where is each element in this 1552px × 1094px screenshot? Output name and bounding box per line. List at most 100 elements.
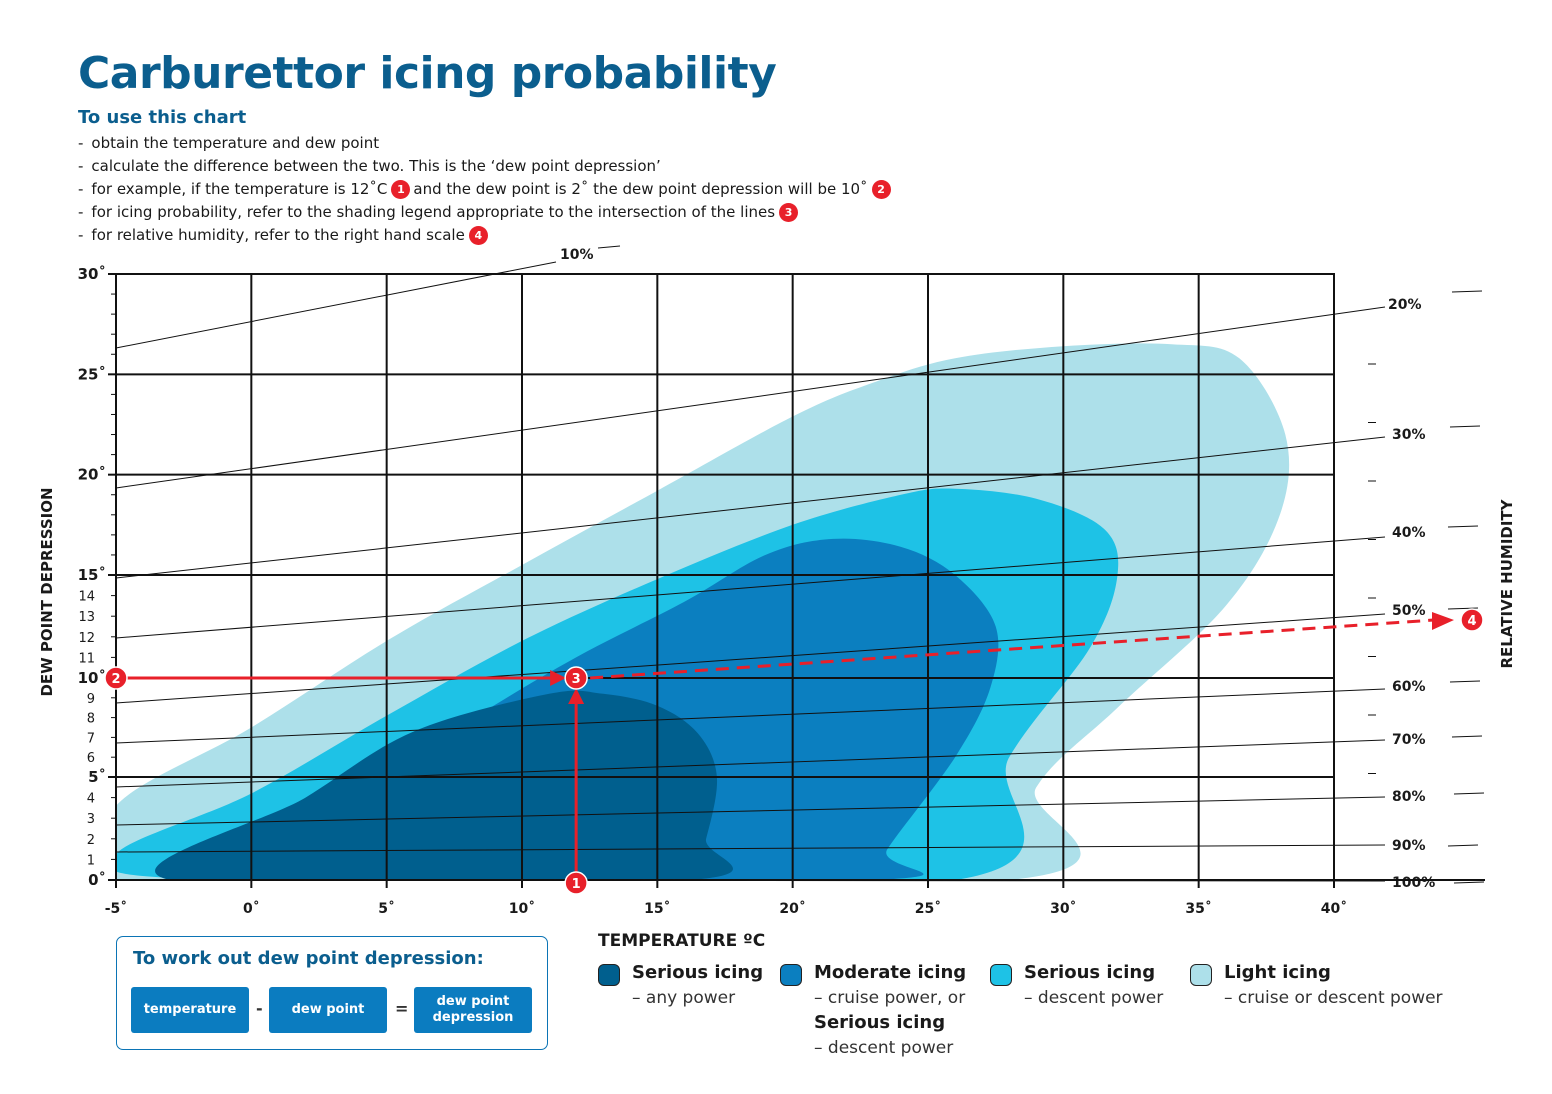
y-minor-tick-label: 1 xyxy=(87,853,95,868)
x-tick-label: 0˚ xyxy=(243,900,260,917)
legend-sub: – any power xyxy=(632,988,736,1008)
humidity-line-tail xyxy=(1451,290,1483,293)
y-axis-title: DEW POINT DEPRESSION xyxy=(38,487,56,696)
humidity-label: 30% xyxy=(1392,427,1426,443)
y-minor-tick-label: 8 xyxy=(87,712,95,727)
legend-title: Moderate icing xyxy=(814,962,967,983)
example-marker xyxy=(1460,608,1484,632)
legend-sub: – descent power xyxy=(1024,988,1164,1008)
humidity-line-tail xyxy=(1451,735,1483,738)
instructions-heading: To use this chart xyxy=(78,107,247,128)
y-minor-tick-label: 9 xyxy=(87,692,95,707)
instruction-text: for example, if the temperature is 12˚C xyxy=(91,180,388,198)
equals-operator: = xyxy=(395,999,409,1018)
marker-badge: 4 xyxy=(468,226,488,245)
humidity-arrowhead xyxy=(1432,612,1454,630)
page-title: Carburettor icing probability xyxy=(78,48,777,99)
example-marker xyxy=(104,666,128,690)
legend-sub: – cruise or descent power xyxy=(1224,988,1443,1008)
humidity-label: 40% xyxy=(1392,525,1426,541)
humidity-line-tail xyxy=(1447,607,1479,610)
instruction-item: - for relative humidity, refer to the rig… xyxy=(78,224,894,247)
x-axis-title: TEMPERATURE ºC xyxy=(598,931,765,951)
humidity-lines: 10% 20% 30% 40% 50% 60% 70% 80% 90% 100% xyxy=(115,245,1485,891)
instructions-list: - obtain the temperature and dew point -c… xyxy=(78,132,894,247)
chart-axes: -5˚ 0˚ 5˚ 10˚ 15˚ 20˚ 25˚ 30˚ 35˚ 40˚ 0˚ 5˚ 10˚ 15˚ 20… xyxy=(78,265,1485,917)
humidity-line-tail xyxy=(1453,881,1485,884)
humidity-line xyxy=(115,436,1386,579)
instruction-text: calculate the difference between the two… xyxy=(91,157,661,175)
y-minor-tick-label: 4 xyxy=(87,792,95,807)
depression-arrowhead xyxy=(550,670,567,686)
legend-swatch xyxy=(990,964,1012,986)
instruction-text: for icing probability, refer to the shad… xyxy=(91,203,776,221)
dpd-box-title: To work out dew point depression: xyxy=(133,948,484,969)
y-tick-label: 25˚ xyxy=(78,365,106,383)
legend-sub: – descent power xyxy=(814,1038,954,1058)
humidity-line xyxy=(115,688,1386,744)
icing-regions xyxy=(116,343,1290,880)
minus-operator: - xyxy=(256,999,263,1018)
x-tick-label: 35˚ xyxy=(1185,900,1211,917)
legend-sub: – cruise power, or xyxy=(814,988,966,1008)
y-tick-label: 20˚ xyxy=(78,466,106,484)
y-tick-label: 5˚ xyxy=(88,768,106,786)
instruction-item: - calculate the difference between the tw… xyxy=(78,155,894,178)
x-tick-label: 40˚ xyxy=(1321,900,1347,917)
humidity-line-tail xyxy=(1447,844,1479,847)
humidity-line xyxy=(115,613,1386,704)
humidity-line-tail xyxy=(1449,425,1481,428)
example-marker-number: 1 xyxy=(572,877,581,892)
humidity-line xyxy=(115,844,1386,853)
y-minor-tick-label: 7 xyxy=(87,731,95,746)
humidity-label: 70% xyxy=(1392,732,1426,748)
humidity-label: 50% xyxy=(1392,603,1426,619)
marker-badge: 2 xyxy=(871,180,891,199)
humidity-label: 60% xyxy=(1392,679,1426,695)
example-marker-number: 2 xyxy=(111,672,120,687)
marker-badge: 1 xyxy=(391,180,411,199)
example-marker xyxy=(564,666,588,690)
y-tick-label: 30˚ xyxy=(78,265,106,283)
y-tick-label: 15˚ xyxy=(78,566,106,584)
dew-point-depression-box: To work out dew point depression: temper… xyxy=(116,936,548,1050)
y-minor-tick-label: 14 xyxy=(78,590,95,605)
marker-badge: 3 xyxy=(779,203,799,222)
example-marker-number: 3 xyxy=(572,672,581,687)
instruction-text: obtain the temperature and dew point xyxy=(91,134,380,152)
humidity-line-tail xyxy=(597,245,621,249)
legend-swatch xyxy=(1190,964,1212,986)
region-serious-any-power xyxy=(155,690,733,880)
humidity-line xyxy=(115,879,1386,882)
humidity-label: 20% xyxy=(1388,297,1422,313)
humidity-line xyxy=(115,306,1386,489)
temperature-arrowhead xyxy=(568,688,585,704)
instruction-item: - for icing probability, refer to the sha… xyxy=(78,201,894,224)
y2-axis-title: RELATIVE HUMIDITY xyxy=(1498,498,1516,668)
instruction-item: - for example, if the temperature is 12˚C… xyxy=(78,178,894,201)
x-tick-label: 15˚ xyxy=(644,900,670,917)
y-tick-label: 10˚ xyxy=(78,669,106,687)
legend-swatch xyxy=(598,964,620,986)
instruction-text: and the dew point is 2˚ the dew point de… xyxy=(413,180,868,198)
y-tick-label: 0˚ xyxy=(88,871,106,889)
example-marker xyxy=(564,871,588,895)
y-minor-tick-label: 2 xyxy=(87,833,95,848)
legend-title: Serious icing xyxy=(632,962,764,983)
legend-title: Light icing xyxy=(1224,962,1331,983)
humidity-line xyxy=(115,536,1386,639)
dpd-result-chip: dew point depression xyxy=(414,987,532,1033)
humidity-line-tail xyxy=(1449,680,1481,683)
legend-title: Serious icing xyxy=(1024,962,1156,983)
humidity-label: 100% xyxy=(1392,875,1435,891)
y-minor-tick-label: 3 xyxy=(87,812,95,827)
y-minor-tick-label: 11 xyxy=(78,651,95,666)
humidity-dashed-line xyxy=(590,618,1435,680)
humidity-line xyxy=(115,261,557,349)
x-tick-label: 25˚ xyxy=(915,900,941,917)
y-minor-tick-label: 12 xyxy=(78,631,95,646)
example-marker-number: 4 xyxy=(1467,614,1476,629)
humidity-label: 80% xyxy=(1392,789,1426,805)
dew-point-chip: dew point xyxy=(269,987,387,1033)
